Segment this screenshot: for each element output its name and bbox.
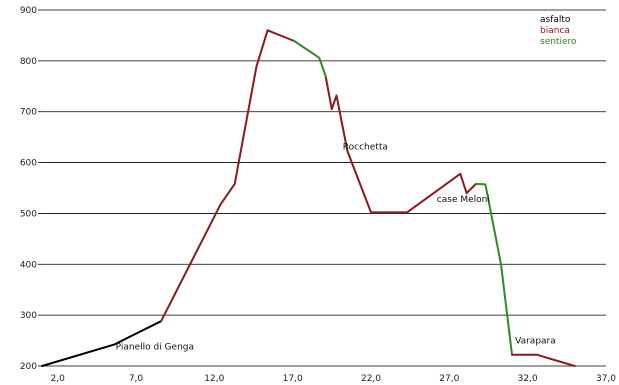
legend-item-asfalto: asfalto xyxy=(540,15,571,25)
y-tick-label: 900 xyxy=(20,6,37,16)
x-tick-label: 27,0 xyxy=(439,374,459,384)
y-tick-label: 200 xyxy=(20,362,37,372)
x-tick-label: 37,0 xyxy=(596,374,616,384)
series-line-bianca-1-0 xyxy=(160,29,296,323)
place-annotations: Pianello di Genga Rocchetta case Meloni Var… xyxy=(116,142,556,352)
x-tick-label: 7,0 xyxy=(129,374,144,384)
x-tick-label: 17,0 xyxy=(283,374,303,384)
series-line-sentiero-2-0 xyxy=(293,40,327,78)
y-tick-label: 600 xyxy=(20,159,37,169)
y-tick-label: 700 xyxy=(20,108,37,118)
x-tick-label: 32,0 xyxy=(518,374,538,384)
legend-item-bianca: bianca xyxy=(540,26,570,36)
annotation-label: Rocchetta xyxy=(343,142,388,152)
annotation-label: Pianello di Genga xyxy=(116,343,194,353)
y-tick-label: 400 xyxy=(20,260,37,270)
legend-item-sentiero: sentiero xyxy=(540,37,577,47)
y-tick-label: 500 xyxy=(20,209,37,219)
x-tick-label: 22,0 xyxy=(361,374,381,384)
series-line-sentiero-2-1 xyxy=(475,182,513,356)
annotation-label: case Meloni xyxy=(437,195,490,205)
series-line-bianca-1-1 xyxy=(324,75,477,214)
series-line-asfalto-3-0 xyxy=(511,353,576,367)
y-tick-label: 300 xyxy=(20,311,37,321)
annotation-label: Varapara xyxy=(515,337,556,347)
x-tick-label: 12,0 xyxy=(204,374,224,384)
x-tick-label: 2,0 xyxy=(51,374,66,384)
profile-lines xyxy=(41,29,576,367)
gridlines xyxy=(42,9,606,367)
x-axis-ticks: 2,0 7,0 12,0 17,0 22,0 27,0 32,0 37,0 xyxy=(51,374,617,384)
series-line-asfalto-0-0 xyxy=(41,320,163,367)
y-axis-ticks: 200 300 400 500 600 700 800 900 xyxy=(20,6,42,372)
y-tick-label: 800 xyxy=(20,57,37,67)
